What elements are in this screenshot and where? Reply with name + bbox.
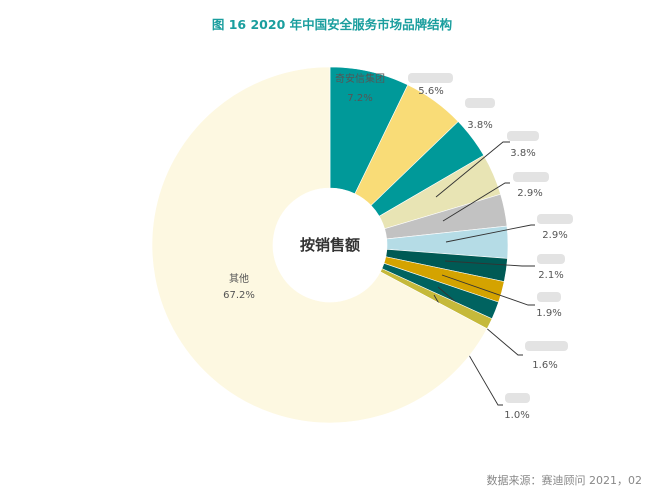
slice-value-label: 3.8% <box>467 120 492 131</box>
slice-value-label: 1.6% <box>532 360 557 371</box>
slice-value-label: 3.8% <box>510 148 535 159</box>
leader-line-5 <box>445 224 535 243</box>
leader-line-6 <box>444 260 535 267</box>
slice-value-label: 7.2% <box>347 93 372 104</box>
slice-value-label: 2.9% <box>517 188 542 199</box>
slice-name-label: 奇安信集团 <box>335 72 385 85</box>
blurred-name-label <box>537 254 565 264</box>
slice-value-label: 1.0% <box>504 410 529 421</box>
blurred-name-label <box>505 393 530 403</box>
leader-line-3 <box>435 141 510 198</box>
blurred-name-label <box>537 292 561 302</box>
blurred-name-label <box>537 214 573 224</box>
blurred-name-label <box>507 131 539 141</box>
slice-value-label: 5.6% <box>418 86 443 97</box>
chart-title: 图 16 2020 年中国安全服务市场品牌结构 <box>211 17 453 32</box>
blurred-name-label <box>525 341 568 351</box>
data-source: 数据来源：赛迪顾问 2021，02 <box>486 474 643 487</box>
slice-value-label: 67.2% <box>223 290 255 301</box>
center-label: 按销售额 <box>300 236 360 254</box>
blurred-name-label <box>465 98 495 108</box>
slice-value-label: 2.9% <box>542 230 567 241</box>
slice-value-label: 2.1% <box>538 270 563 281</box>
slice-name-label: 其他 <box>229 272 249 285</box>
pie-slice-10 <box>151 66 488 424</box>
slice-value-label: 1.9% <box>536 308 561 319</box>
leader-line-4 <box>442 182 510 222</box>
leader-line-7 <box>441 274 535 306</box>
blurred-name-label <box>513 172 549 182</box>
blurred-name-label <box>408 73 453 83</box>
